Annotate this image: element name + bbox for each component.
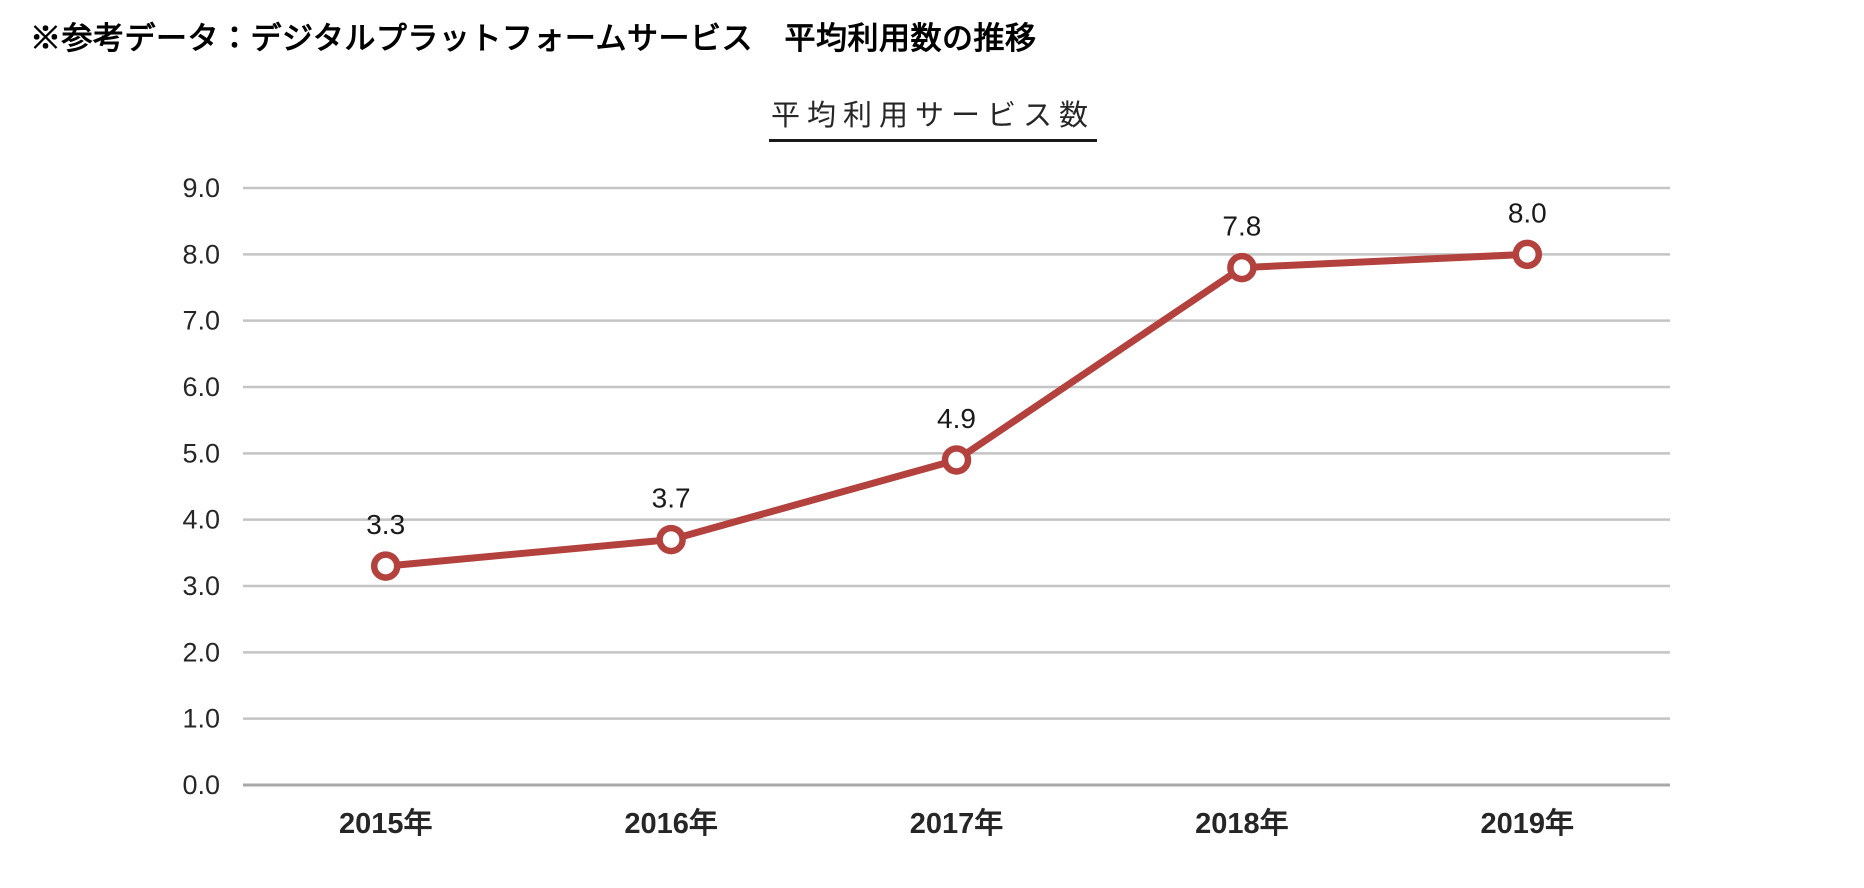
- data-point-marker: [1512, 239, 1543, 270]
- y-tick-label: 0.0: [182, 770, 220, 800]
- x-tick-label: 2015年: [339, 806, 433, 840]
- x-tick-label: 2016年: [624, 806, 718, 840]
- data-point-label: 7.8: [1222, 211, 1261, 242]
- data-point-marker: [656, 524, 686, 555]
- y-tick-label: 6.0: [182, 372, 220, 402]
- chart-title: 平均利用サービス数: [768, 92, 1098, 142]
- x-tick-label: 2017年: [910, 806, 1004, 840]
- y-tick-label: 2.0: [182, 637, 220, 667]
- y-tick-label: 8.0: [182, 239, 220, 269]
- data-point-label: 3.7: [652, 483, 691, 514]
- x-tick-label: 2019年: [1481, 806, 1575, 840]
- y-tick-label: 5.0: [182, 438, 220, 468]
- data-point-marker: [941, 445, 972, 475]
- data-point-label: 4.9: [937, 403, 976, 434]
- y-tick-label: 7.0: [182, 306, 220, 336]
- x-tick-label: 2018年: [1195, 806, 1289, 840]
- y-tick-label: 9.0: [182, 173, 220, 203]
- data-point-marker: [370, 551, 401, 581]
- data-point-marker: [1227, 252, 1257, 283]
- y-tick-label: 3.0: [182, 571, 220, 601]
- y-tick-label: 1.0: [182, 704, 220, 734]
- data-point-label: 3.3: [366, 509, 405, 540]
- page-title: ※参考データ：デジタルプラットフォームサービス 平均利用数の推移: [30, 21, 1037, 56]
- y-tick-label: 4.0: [182, 505, 220, 535]
- data-point-label: 8.0: [1508, 197, 1547, 228]
